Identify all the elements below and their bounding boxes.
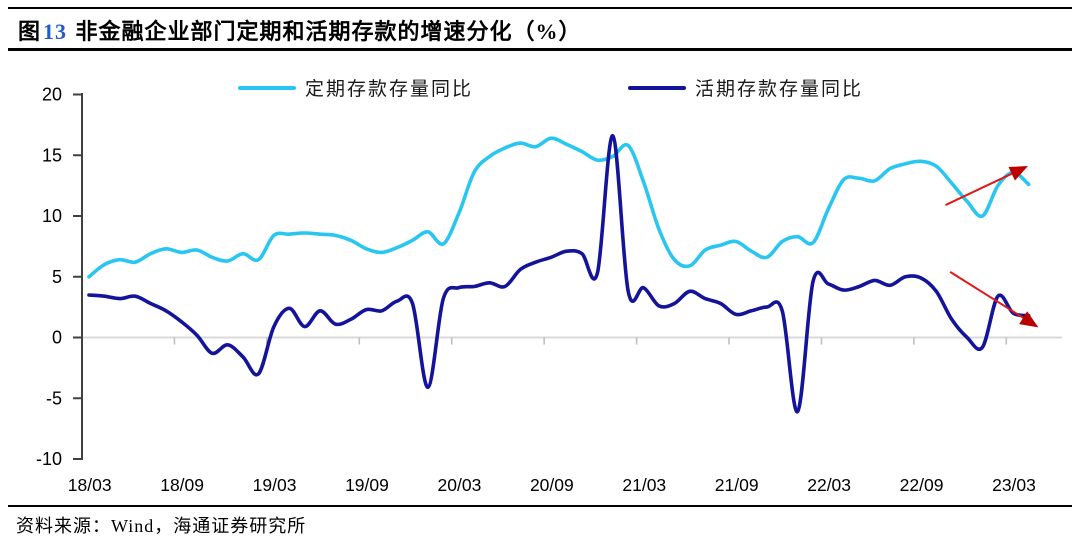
x-tick-label: 19/03 — [253, 475, 297, 495]
x-tick-label: 19/09 — [345, 475, 389, 495]
legend-item-time-deposits: 定期存款存量同比 — [238, 74, 473, 101]
figure-title-text: 非金融企业部门定期和活期存款的增速分化（%） — [69, 19, 582, 44]
top-divider — [8, 7, 1072, 9]
x-tick-label: 22/03 — [807, 475, 851, 495]
legend-item-demand-deposits: 活期存款存量同比 — [628, 74, 863, 101]
x-tick-label: 22/09 — [900, 475, 944, 495]
title-divider — [8, 48, 1072, 51]
trend-arrow-line-2 — [949, 271, 1034, 325]
legend-label-time-deposits: 定期存款存量同比 — [305, 79, 474, 100]
time-deposit-line — [87, 136, 1031, 279]
figure-prefix: 图 — [18, 19, 42, 44]
x-tick-label: 18/03 — [68, 475, 112, 495]
y-tick-label: 5 — [52, 267, 62, 287]
legend-label-demand-deposits: 活期存款存量同比 — [695, 79, 864, 100]
figure-number: 13 — [43, 19, 68, 44]
demand-deposit-line — [87, 133, 1031, 414]
figure-title: 图13 非金融企业部门定期和活期存款的增速分化（%） — [18, 14, 582, 46]
footer-divider — [8, 505, 1072, 507]
x-tick-label: 18/09 — [160, 475, 204, 495]
legend-swatch-time-deposits — [238, 85, 296, 90]
y-tick-label: 20 — [42, 85, 62, 105]
chart-legend: 定期存款存量同比 活期存款存量同比 — [0, 74, 1080, 101]
legend-swatch-demand-deposits — [628, 85, 686, 90]
x-tick-label: 21/09 — [715, 475, 759, 495]
y-tick-label: 15 — [42, 145, 62, 165]
source-note: 资料来源：Wind，海通证券研究所 — [16, 516, 307, 536]
y-tick-label: -10 — [36, 449, 62, 469]
trend-arrow-head-1 — [1008, 166, 1028, 181]
trend-arrow-head-2 — [1019, 311, 1039, 328]
trend-arrow-line-1 — [945, 167, 1023, 206]
y-tick-label: 0 — [52, 328, 62, 348]
x-tick-label: 20/09 — [530, 475, 574, 495]
y-tick-label: 10 — [42, 206, 62, 226]
x-tick-label: 23/03 — [992, 475, 1036, 495]
x-tick-label: 20/03 — [438, 475, 482, 495]
x-tick-label: 21/03 — [622, 475, 666, 495]
y-tick-label: -5 — [46, 388, 62, 408]
